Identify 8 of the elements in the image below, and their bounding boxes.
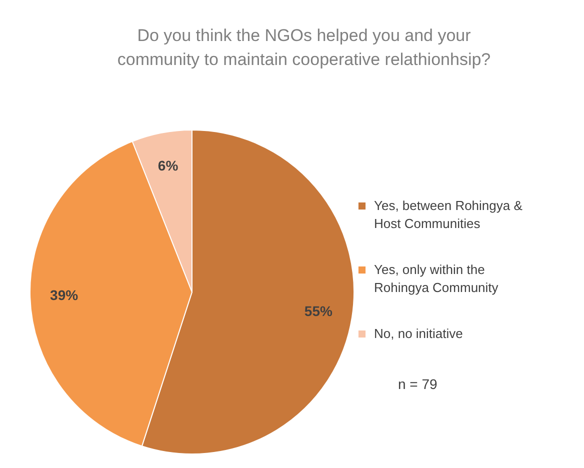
- text: n = 79: [398, 376, 438, 392]
- legend-label: No, no initiative: [374, 326, 463, 341]
- data-label: 55%: [304, 303, 333, 320]
- data-label: 6%: [158, 157, 179, 174]
- legend-label: Yes, only within the Rohingya Community: [374, 262, 499, 295]
- legend-label: Yes, between Rohingya & Host Communities: [374, 198, 523, 231]
- chart-title: Do you think the NGOs helped you and your community to maintain cooperative relathionhsip?: [117, 26, 491, 69]
- data-label: 39%: [50, 287, 79, 304]
